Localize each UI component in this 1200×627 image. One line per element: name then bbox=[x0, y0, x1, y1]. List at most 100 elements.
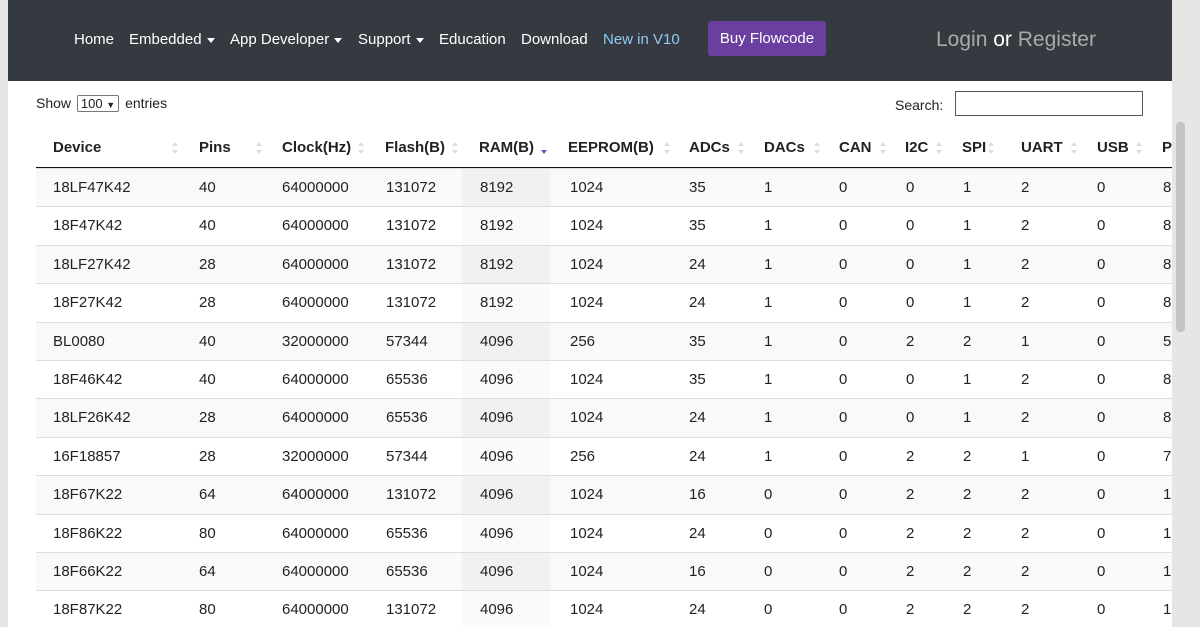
sort-icon bbox=[172, 141, 178, 155]
sort-icon bbox=[452, 141, 458, 155]
nav-link[interactable]: Home bbox=[74, 31, 115, 48]
table-cell: 1024 bbox=[570, 371, 604, 388]
column-header[interactable]: UART bbox=[1021, 139, 1063, 156]
caret bbox=[415, 37, 424, 43]
column-header[interactable]: Pins bbox=[199, 139, 231, 156]
column-header[interactable]: DACs bbox=[764, 139, 805, 156]
column-header[interactable]: Flash(B) bbox=[385, 139, 445, 156]
table-cell: 1024 bbox=[570, 409, 604, 427]
table-cell: 32000000 bbox=[282, 447, 349, 465]
sort-icon bbox=[1136, 141, 1142, 155]
table-cell: 4096 bbox=[480, 371, 514, 388]
table-cell: 64 bbox=[199, 563, 216, 580]
table-cell: 16F18857 bbox=[53, 447, 121, 465]
table-cell: 0 bbox=[1097, 294, 1106, 312]
table-cell: 0 bbox=[764, 524, 773, 542]
table-cell: 35 bbox=[689, 179, 706, 196]
table-cell: 131072 bbox=[386, 294, 437, 312]
sort-icon bbox=[541, 141, 547, 155]
sort-icon bbox=[664, 141, 670, 155]
table-cell: 0 bbox=[1097, 409, 1106, 427]
table-cell: 64000000 bbox=[282, 409, 349, 427]
table-row: 18LF27K42 28 64000000 131072 8192 1024 24 1 0 0 1 2… bbox=[36, 244, 1172, 284]
table-cell: 57344 bbox=[386, 332, 428, 350]
table-cell: 0 bbox=[1097, 601, 1106, 619]
table-cell: 18F47K42 bbox=[53, 217, 123, 235]
column-header[interactable]: I2C bbox=[905, 139, 929, 156]
table-row: 18F67K22 64 64000000 131072 4096 1024 16 0 0 2 2 2 0… bbox=[36, 475, 1172, 515]
table-cell: 1 bbox=[764, 294, 773, 312]
table-cell: 10 bbox=[1163, 601, 1172, 619]
table-cell: 18LF47K42 bbox=[53, 179, 131, 196]
nav-link[interactable]: Download bbox=[521, 31, 588, 48]
buy-button[interactable]: Buy Flowcode bbox=[708, 21, 826, 56]
table-row: 18F87K22 80 64000000 131072 4096 1024 24 0 0 2 2 2 0… bbox=[36, 590, 1172, 627]
column-header[interactable]: RAM(B) bbox=[479, 139, 534, 156]
table-cell: 0 bbox=[839, 563, 848, 580]
table-cell: 0 bbox=[906, 371, 915, 388]
entries-select[interactable]: 100 ▼ bbox=[76, 95, 120, 112]
table-cell: 4096 bbox=[480, 332, 514, 350]
table-cell: 64000000 bbox=[282, 179, 349, 196]
table-cell: 1 bbox=[1021, 332, 1030, 350]
table-row: 18LF47K42 40 64000000 131072 8192 1024 35 1 0 0 1 2… bbox=[36, 168, 1172, 207]
table-cell: 64000000 bbox=[282, 255, 349, 273]
table-cell: 1 bbox=[764, 179, 773, 196]
sort-icon bbox=[256, 141, 262, 155]
table-cell: 1 bbox=[764, 371, 773, 388]
table-cell: 24 bbox=[689, 524, 706, 542]
column-header[interactable]: ADCs bbox=[689, 139, 730, 156]
table-cell: 8 bbox=[1163, 179, 1172, 196]
column-header[interactable]: P bbox=[1162, 139, 1172, 156]
table-cell: 0 bbox=[1097, 179, 1106, 196]
nav-link[interactable]: New in V10 bbox=[603, 31, 680, 48]
table-cell: 1 bbox=[963, 371, 972, 388]
nav-link[interactable]: Embedded bbox=[129, 31, 215, 48]
table-cell: 2 bbox=[1021, 371, 1030, 388]
table-cell: 1 bbox=[764, 409, 773, 427]
table-cell: 2 bbox=[1021, 601, 1030, 619]
table-cell: 0 bbox=[839, 179, 848, 196]
sorted-column-bg bbox=[462, 399, 550, 438]
table-cell: 64000000 bbox=[282, 524, 349, 542]
table-cell: 64000000 bbox=[282, 563, 349, 580]
scrollbar[interactable] bbox=[1176, 122, 1185, 332]
table-cell: 28 bbox=[199, 447, 216, 465]
search-input[interactable] bbox=[955, 91, 1143, 116]
nav-link[interactable]: Education bbox=[439, 31, 506, 48]
table-cell: 2 bbox=[963, 601, 972, 619]
table-cell: 5 bbox=[1163, 332, 1172, 350]
table-cell: 2 bbox=[906, 563, 915, 580]
sorted-column-bg bbox=[462, 169, 550, 207]
table-cell: 0 bbox=[839, 255, 848, 273]
table-cell: 18LF26K42 bbox=[53, 409, 131, 427]
login-link[interactable]: Login bbox=[936, 28, 988, 51]
table-cell: 8192 bbox=[480, 179, 514, 196]
table-cell: 8192 bbox=[480, 294, 514, 312]
table-cell: 16 bbox=[689, 563, 706, 580]
table-cell: 0 bbox=[1097, 524, 1106, 542]
table-cell: 2 bbox=[906, 524, 915, 542]
table-cell: 24 bbox=[689, 601, 706, 619]
table-cell: 2 bbox=[1021, 255, 1030, 273]
table-cell: 0 bbox=[1097, 447, 1106, 465]
column-header[interactable]: Clock(Hz) bbox=[282, 139, 352, 156]
nav-link[interactable]: App Developer bbox=[230, 31, 343, 48]
table-cell: 64000000 bbox=[282, 601, 349, 619]
table-cell: 0 bbox=[906, 255, 915, 273]
table-row: 18LF26K42 28 64000000 65536 4096 1024 24 1 0 0 1 2 0… bbox=[36, 398, 1172, 438]
table-cell: 131072 bbox=[386, 601, 437, 619]
column-header[interactable]: SPI bbox=[962, 139, 987, 156]
sorted-column-bg bbox=[462, 207, 550, 246]
column-header[interactable]: CAN bbox=[839, 139, 872, 156]
table-row: 18F47K42 40 64000000 131072 8192 1024 35 1 0 0 1 2 0… bbox=[36, 206, 1172, 246]
table-cell: 8 bbox=[1163, 217, 1172, 235]
column-header[interactable]: EEPROM(B) bbox=[568, 139, 654, 156]
register-link[interactable]: Register bbox=[1017, 28, 1096, 51]
column-header[interactable]: USB bbox=[1097, 139, 1129, 156]
column-header[interactable]: Device bbox=[53, 139, 102, 156]
login-area: Login or Register bbox=[936, 28, 1096, 52]
nav-link[interactable]: Support bbox=[358, 31, 424, 48]
table-cell: 28 bbox=[199, 255, 216, 273]
table-cell: 1 bbox=[963, 217, 972, 235]
